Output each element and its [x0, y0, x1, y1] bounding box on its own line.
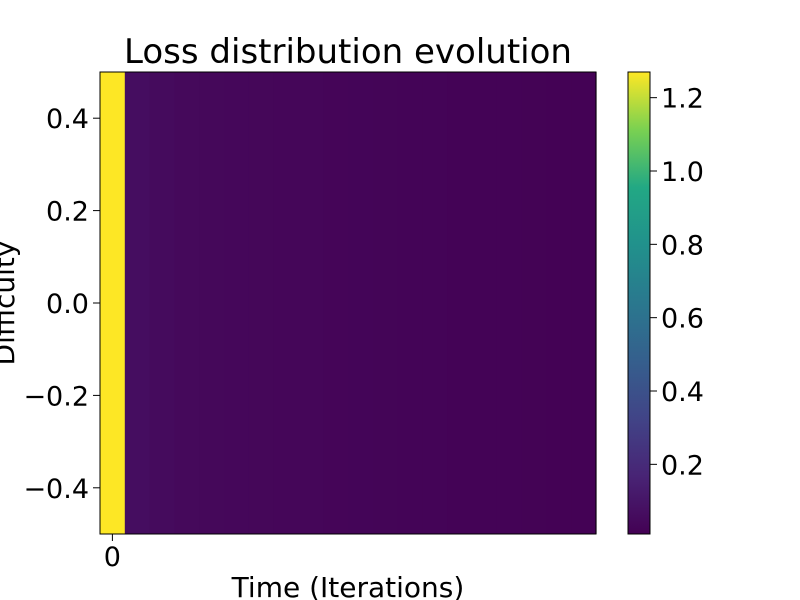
- y-tick-label: −0.4: [23, 474, 89, 505]
- x-tick-label: 0: [104, 542, 121, 573]
- y-tick-label: −0.2: [23, 381, 89, 412]
- colorbar-ticks: 1.2 1.0 0.8 0.6 0.4 0.2: [650, 84, 704, 481]
- heatmap-cell: [149, 72, 175, 534]
- heatmap-cell: [546, 72, 572, 534]
- heatmap-cell: [521, 72, 547, 534]
- heatmap-cell: [174, 72, 200, 534]
- heatmap-cell: [124, 72, 151, 534]
- heatmap-cell: [199, 72, 225, 534]
- y-tick-label: 0.0: [46, 289, 89, 320]
- colorbar-tick-label: 1.2: [661, 84, 704, 115]
- colorbar-tick-label: 0.8: [661, 230, 704, 261]
- y-tick-label: 0.2: [46, 197, 89, 228]
- heatmap-cell: [248, 72, 275, 534]
- heatmap-cell: [323, 72, 349, 534]
- chart-title: Loss distribution evolution: [124, 32, 572, 72]
- heatmap-cell: [447, 72, 473, 534]
- heatmap-cell: [397, 72, 423, 534]
- heatmap-cells: [100, 72, 597, 534]
- heatmap-cell: [472, 72, 498, 534]
- colorbar-tick-label: 0.2: [661, 450, 704, 481]
- heatmap-cell: [571, 72, 597, 534]
- heatmap-cell: [348, 72, 374, 534]
- y-axis-label: Difficulty: [0, 241, 21, 366]
- colorbar: [627, 71, 651, 535]
- x-axis-label: Time (Iterations): [231, 571, 465, 600]
- heatmap-cell: [422, 72, 448, 534]
- y-tick-label: 0.4: [46, 104, 89, 135]
- heatmap-cell: [224, 72, 250, 534]
- heatmap-cell: [372, 72, 399, 534]
- heatmap-cell: [496, 72, 523, 534]
- y-axis: 0.4 0.2 0.0 −0.2 −0.4: [23, 104, 100, 505]
- heatmap-cell: [100, 72, 126, 534]
- x-axis: 0: [104, 534, 121, 573]
- heatmap-cell: [298, 72, 324, 534]
- colorbar-tick-label: 1.0: [661, 157, 704, 188]
- colorbar-tick-label: 0.4: [661, 377, 704, 408]
- colorbar-tick-label: 0.6: [661, 304, 704, 335]
- heatmap-cell: [273, 72, 299, 534]
